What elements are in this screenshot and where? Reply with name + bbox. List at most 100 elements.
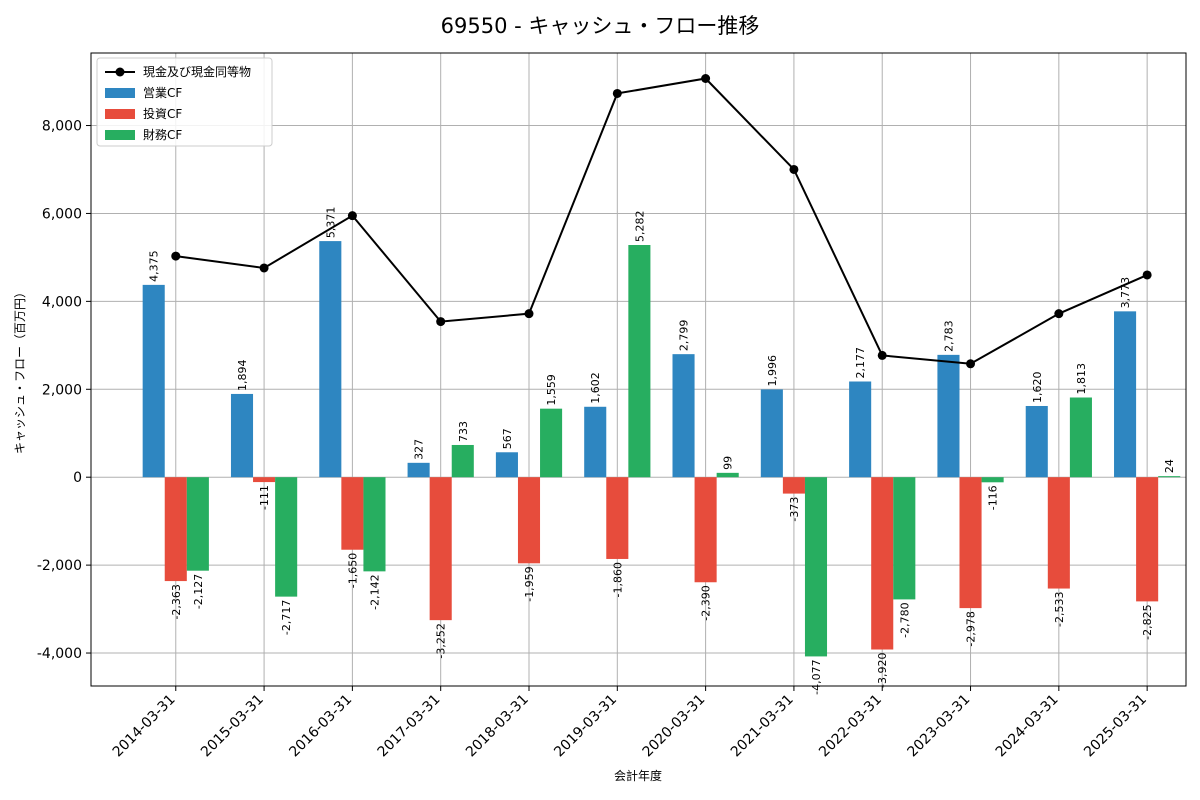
legend-bar-swatch <box>105 130 135 140</box>
bar-財務CF <box>981 477 1004 483</box>
legend-label: 投資CF <box>143 106 182 121</box>
bar-営業CF <box>407 462 430 478</box>
x-tick-label: 2021-03-31 <box>728 692 797 761</box>
y-tick-label: -4,000 <box>37 646 82 662</box>
bar-value-label: 3,773 <box>1119 277 1132 309</box>
bar-value-label: 1,620 <box>1031 371 1044 403</box>
y-tick-label: 4,000 <box>42 294 82 310</box>
bar-営業CF <box>230 393 254 478</box>
bar-value-label: -3,252 <box>435 623 448 658</box>
labels-layer: 4,375 1,894 5,371 327 567 1,602 2,799 1,996 2,17… <box>148 207 1177 695</box>
line-point <box>612 88 622 98</box>
bar-財務CF <box>275 477 298 597</box>
bar-財務CF <box>1158 476 1181 478</box>
line-point <box>1142 270 1152 280</box>
line-point <box>1054 309 1064 319</box>
bar-value-label: -2,363 <box>170 584 183 619</box>
bar-投資CF <box>606 477 629 559</box>
bar-投資CF <box>429 477 452 621</box>
bar-value-label: 4,375 <box>148 250 161 282</box>
bar-value-label: 733 <box>457 421 470 442</box>
bar-value-label: -111 <box>258 485 271 510</box>
bar-value-label: 2,177 <box>854 347 867 379</box>
bar-value-label: 1,602 <box>589 372 602 404</box>
bar-value-label: 5,371 <box>324 207 337 239</box>
y-tick-label: 6,000 <box>42 206 82 222</box>
x-tick-label: 2014-03-31 <box>110 692 179 761</box>
bar-投資CF <box>341 477 364 550</box>
bar-value-label: -3,920 <box>876 653 889 688</box>
bar-value-label: 1,996 <box>766 355 779 387</box>
x-tick-label: 2024-03-31 <box>993 692 1062 761</box>
x-tick-label: 2018-03-31 <box>463 692 532 761</box>
legend-bar-swatch <box>105 109 135 119</box>
legend-marker <box>115 67 125 77</box>
bar-投資CF <box>959 477 982 609</box>
x-tick-label: 2020-03-31 <box>640 692 709 761</box>
bar-value-label: 2,799 <box>678 320 691 352</box>
bar-value-label: 2,783 <box>942 320 955 352</box>
bar-value-label: 1,813 <box>1075 363 1088 395</box>
bar-value-label: 5,282 <box>633 211 646 243</box>
bar-value-label: 99 <box>722 456 735 470</box>
x-tick-label: 2022-03-31 <box>816 692 885 761</box>
bar-value-label: 1,559 <box>545 374 558 406</box>
bar-value-label: -1,650 <box>346 553 359 588</box>
bar-投資CF <box>164 477 187 582</box>
bar-財務CF <box>893 477 916 600</box>
x-tick-label: 2025-03-31 <box>1081 692 1150 761</box>
bar-value-label: 1,894 <box>236 359 249 391</box>
bar-投資CF <box>517 477 541 564</box>
bar-営業CF <box>760 389 783 478</box>
chart-title: 69550 - キャッシュ・フロー推移 <box>441 14 760 38</box>
x-tick-label: 2016-03-31 <box>286 692 355 761</box>
bar-value-label: -4,077 <box>810 659 823 694</box>
line-point <box>966 359 976 369</box>
bars-layer <box>142 241 1181 657</box>
bar-value-label: -2,533 <box>1053 592 1066 627</box>
bar-財務CF <box>540 408 563 478</box>
bar-value-label: -2,717 <box>280 600 293 635</box>
bar-投資CF <box>1136 477 1159 602</box>
bar-営業CF <box>319 241 342 478</box>
line-point <box>347 211 357 221</box>
line-point <box>436 317 446 327</box>
bar-value-label: -2,978 <box>965 611 978 646</box>
bar-value-label: 24 <box>1163 459 1176 473</box>
bar-財務CF <box>186 477 209 571</box>
plot-area-frame <box>90 52 1187 687</box>
y-axis-title: キャッシュ・フロー（百万円） <box>13 286 27 454</box>
bar-財務CF <box>804 477 828 657</box>
bar-財務CF <box>628 245 651 478</box>
bar-営業CF <box>672 354 695 478</box>
bar-value-label: -373 <box>788 497 801 522</box>
bar-財務CF <box>363 477 386 572</box>
bar-投資CF <box>871 477 894 650</box>
bar-value-label: -2,825 <box>1141 604 1154 639</box>
x-tick-label: 2015-03-31 <box>198 692 267 761</box>
x-tick-label: 2017-03-31 <box>375 692 444 761</box>
line-point <box>789 164 799 174</box>
bar-営業CF <box>142 284 165 478</box>
bar-value-label: -2,127 <box>192 574 205 609</box>
bar-財務CF <box>1069 397 1092 478</box>
x-tick-label: 2019-03-31 <box>551 692 620 761</box>
bar-value-label: -2,142 <box>368 574 381 609</box>
y-tick-label: 2,000 <box>42 382 82 398</box>
bar-value-label: -1,959 <box>523 566 536 601</box>
bar-投資CF <box>253 477 276 483</box>
bar-営業CF <box>495 452 518 478</box>
line-layer <box>171 73 1152 369</box>
y-tick-label: 8,000 <box>42 119 82 135</box>
legend-box <box>96 57 273 147</box>
bar-value-label: -2,390 <box>700 585 713 620</box>
legend-label: 営業CF <box>143 86 182 100</box>
bar-投資CF <box>694 477 717 583</box>
bar-営業CF <box>937 354 960 478</box>
line-point <box>877 350 887 360</box>
bar-value-label: 567 <box>501 428 514 449</box>
line-point <box>259 263 269 273</box>
